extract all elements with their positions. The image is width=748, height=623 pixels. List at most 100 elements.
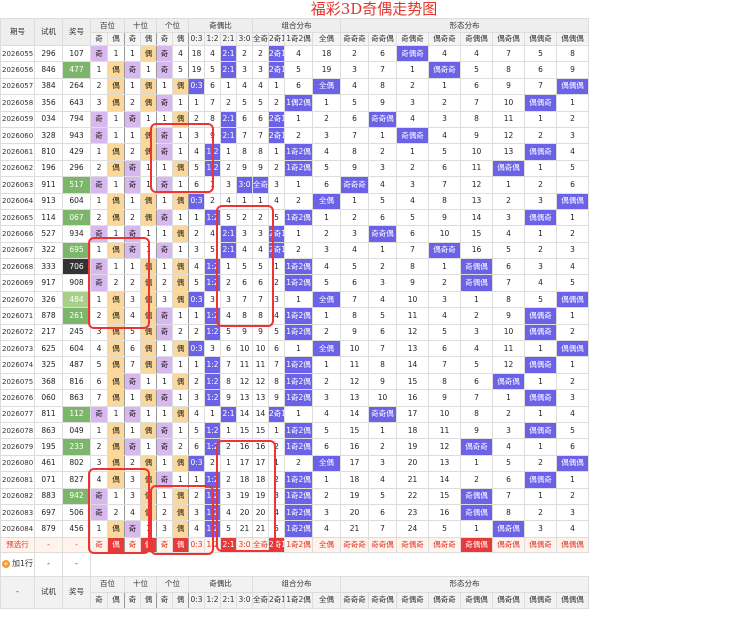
header-shape: 偶偶偶 [556,32,589,46]
stat-shape[interactable]: 偶奇偶 [492,536,525,553]
issue-cell: 2026064 [0,192,35,210]
shape-cell: 偶偶偶 [556,454,589,473]
shape-cell: 1 [492,176,525,194]
ratio-cell: 15 [236,421,253,440]
shape-cell: 1 [368,126,397,145]
prize-cell: 802 [62,454,91,473]
combo-cell: 6 [268,340,285,358]
table-row: 2026060328943奇11偶奇1392:1772奇1偶2371奇偶奇491… [0,126,748,145]
trial-cell: 811 [34,405,63,423]
stat-parity[interactable]: 奇 [156,536,173,553]
combo-cell: 2 [268,159,285,178]
shape-cell: 6 [340,274,369,292]
column-header-issue[interactable]: 期号 [0,18,35,46]
combo-cell: 1奇2偶 [284,143,313,161]
combo-cell: 5 [252,94,269,112]
issue-cell: 2026067 [0,241,35,260]
shape-cell: 2 [492,405,525,423]
stat-shape[interactable]: 偶偶偶 [556,536,589,553]
stat-shape[interactable]: 奇偶奇 [396,536,429,553]
add-row-label[interactable]: 加1行 [11,559,34,569]
parity-odd-cell: 7 [90,389,108,407]
add-icon[interactable]: + [1,560,10,569]
parity-odd-cell: 1 [124,389,141,407]
stat-shape[interactable]: 奇奇奇 [340,536,369,553]
parity-even-cell: 偶 [107,94,125,112]
ratio-cell: 0:3 [188,77,205,96]
ratio-cell: 1:2 [204,389,221,407]
parity-odd-cell: 奇 [90,503,108,522]
parity-odd-cell: 2 [90,159,108,178]
combo-cell: 1 [284,405,313,423]
parity-odd-cell: 3 [90,94,108,112]
shape-cell: 1 [524,159,557,178]
shape-cell: 15 [340,421,369,440]
parity-odd-cell: 奇 [156,61,173,79]
combo-cell: 1 [284,340,313,358]
header-ratio: 0:3 [188,32,205,46]
table-row: 2026078 863 049 1 偶 1 偶奇 1 5 1:2 1 15 15 1 1奇2偶 5 15 1 18 1… [0,421,748,440]
issue-cell: 2026076 [0,389,35,407]
shape-cell: 10 [460,143,493,161]
stat-combo[interactable]: 全偶 [312,536,341,553]
shape-cell: 8 [428,192,461,210]
shape-cell: 9 [492,77,525,96]
combo-cell: 全奇 [252,176,269,194]
shape-cell: 6 [368,44,397,63]
shape-cell: 21 [340,520,369,538]
shape-cell: 5 [340,258,369,276]
shape-cell: 13 [460,192,493,210]
combo-cell: 5 [268,323,285,342]
issue-cell: 2026082 [0,487,35,505]
parity-odd-cell: 奇 [156,94,173,112]
trial-cell: 810 [34,143,63,161]
shape-cell: 3 [556,241,589,260]
parity-odd-cell: 奇 [124,176,141,194]
stat-parity[interactable]: 偶 [107,536,125,553]
header-combo: 全奇 [252,32,269,46]
parity-even-cell: 1 [107,126,125,145]
header-shape: 偶奇奇 [428,32,461,46]
footer-group: 形态分布 [340,575,589,593]
stat-ratio[interactable]: 0:3 [188,536,205,553]
parity-odd-cell: 奇 [156,421,173,440]
combo-cell: 3 [312,241,341,260]
prize-cell: 261 [62,307,91,325]
combo-cell: 1奇2偶 [284,208,313,227]
combo-cell: 1 [312,208,341,227]
combo-cell: 1奇2偶 [284,307,313,325]
combo-cell: 1奇2偶 [284,258,313,276]
stat-shape[interactable]: 偶偶奇 [524,536,557,553]
ratio-cell: 2:1 [220,110,237,128]
shape-cell: 15 [396,372,429,391]
parity-odd-cell: 奇 [156,438,173,456]
parity-odd-cell: 1 [124,192,141,210]
stat-shape[interactable]: 奇偶偶 [460,536,493,553]
ratio-cell: 0:3 [188,454,205,473]
footer-shape: 奇奇奇 [340,591,369,609]
parity-even-cell: 偶 [172,454,189,473]
shape-cell: 4 [524,274,557,292]
combo-cell: 1 [312,94,341,112]
add-row-button[interactable]: + 加1行 [0,551,35,577]
parity-even-cell: 偶 [172,487,189,505]
stat-parity[interactable]: 奇 [124,536,141,553]
trial-cell: 328 [34,126,63,145]
parity-odd-cell: 5 [90,356,108,374]
shape-cell: 1 [368,241,397,260]
combo-cell: 2 [312,110,341,128]
stat-shape[interactable]: 偶奇奇 [428,536,461,553]
parity-odd-cell: 1 [156,225,173,243]
issue-cell: 2026060 [0,126,35,145]
parity-odd-cell: 奇 [124,159,141,178]
ratio-cell: 9 [236,159,253,178]
shape-cell: 2 [368,143,397,161]
stat-combo[interactable]: 1奇2偶 [284,536,313,553]
stat-combo[interactable]: 全奇 [252,536,269,553]
stat-shape[interactable]: 奇奇偶 [368,536,397,553]
stat-label[interactable]: 预选行 [0,536,35,553]
ratio-cell: 3 [204,340,221,358]
shape-cell: 3 [492,208,525,227]
prize-cell: 827 [62,471,91,489]
highlight-box [88,237,150,329]
